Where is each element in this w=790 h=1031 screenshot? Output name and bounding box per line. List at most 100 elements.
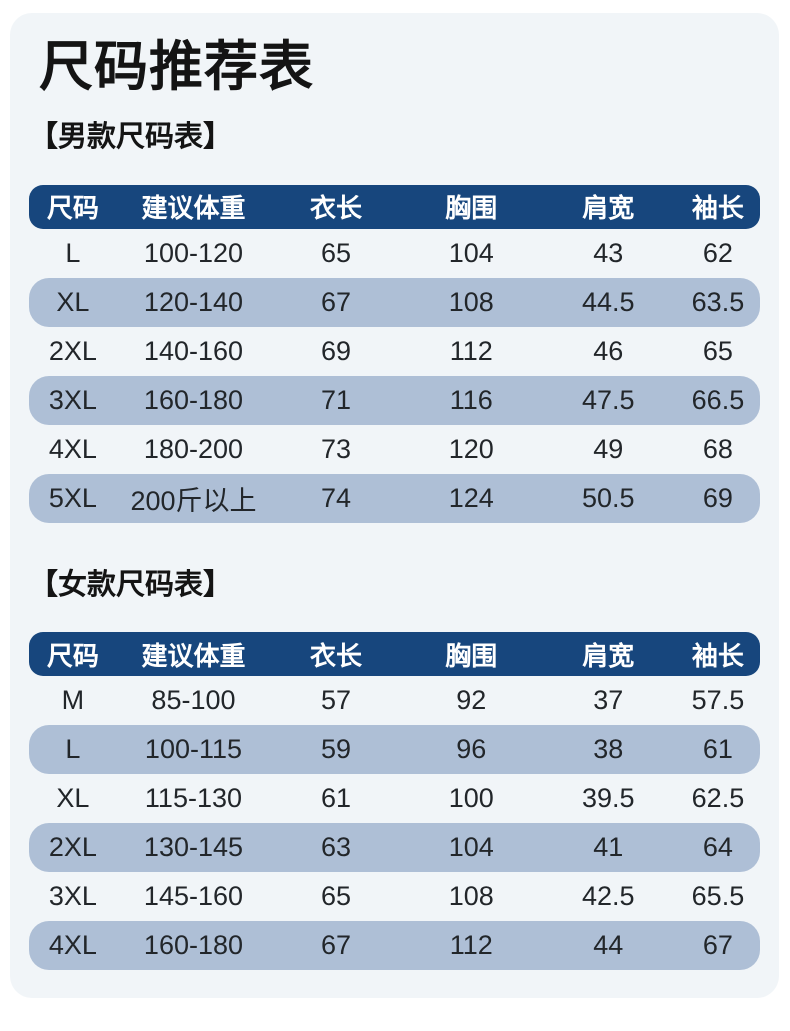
table-cell: 145-160 bbox=[143, 881, 244, 912]
column-header: 衣长 bbox=[310, 640, 363, 671]
table-cell: 96 bbox=[456, 734, 487, 765]
table-cell: 130-145 bbox=[143, 832, 244, 863]
table-cell: 2XL bbox=[48, 832, 97, 863]
table-cell: 4XL bbox=[48, 930, 97, 961]
table-cell: 69 bbox=[702, 482, 733, 513]
table-cell: 104 bbox=[448, 237, 494, 268]
column-header: 建议体重 bbox=[141, 640, 246, 671]
size-chart-card: 尺码推荐表 【男款尺码表】 尺码 建议体重 衣长 胸围 肩宽 袖长 L 100-120 65 1… bbox=[10, 13, 779, 998]
column-header: 袖长 bbox=[691, 640, 744, 671]
table-cell: 85-100 bbox=[151, 685, 236, 716]
table-cell: 63 bbox=[320, 832, 352, 863]
table-row: 3XL 160-180 71 116 47.5 66.5 bbox=[29, 375, 760, 425]
table-cell: 62 bbox=[702, 237, 733, 268]
table-cell: 69 bbox=[320, 335, 352, 366]
table-cell: 140-160 bbox=[143, 335, 244, 366]
table-cell: 112 bbox=[449, 335, 493, 366]
table-cell: 62.5 bbox=[691, 783, 745, 814]
table-cell: 3XL bbox=[48, 384, 97, 415]
mens-size-table: 【男款尺码表】 尺码 建议体重 衣长 胸围 肩宽 袖长 L 100-120 65 104 43 62… bbox=[29, 121, 760, 523]
table-cell: 44 bbox=[593, 930, 624, 961]
table-cell: XL bbox=[56, 286, 90, 317]
table-cell: 100-115 bbox=[144, 734, 243, 765]
table-row: 4XL 160-180 67 112 44 67 bbox=[29, 921, 760, 971]
table-row: XL 120-140 67 108 44.5 63.5 bbox=[29, 277, 760, 327]
table-cell: 100 bbox=[448, 783, 494, 814]
table-cell: 120-140 bbox=[143, 286, 244, 317]
table-cell: 104 bbox=[448, 832, 494, 863]
table-cell: 42.5 bbox=[582, 881, 635, 912]
table-header-row: 尺码 建议体重 衣长 胸围 肩宽 袖长 bbox=[29, 632, 760, 677]
womens-size-table: 【女款尺码表】 尺码 建议体重 衣长 胸围 肩宽 袖长 M 85-100 57 92 37 57.5… bbox=[29, 568, 760, 971]
table-cell: 71 bbox=[320, 384, 352, 415]
table-cell: 108 bbox=[448, 286, 494, 317]
table-cell: 92 bbox=[456, 685, 487, 716]
womens-table-title: 【女款尺码表】 bbox=[29, 568, 233, 601]
table-cell: 61 bbox=[320, 783, 352, 814]
mens-table-title: 【男款尺码表】 bbox=[29, 121, 233, 154]
column-header: 尺码 bbox=[46, 193, 99, 224]
table-cell: 65.5 bbox=[691, 881, 745, 912]
table-cell: 46 bbox=[593, 335, 624, 366]
table-cell: L bbox=[65, 734, 81, 765]
table-cell: 57.5 bbox=[691, 685, 745, 716]
table-cell: 108 bbox=[448, 881, 494, 912]
table-cell: 116 bbox=[449, 384, 493, 415]
table-cell: 115-130 bbox=[144, 783, 243, 814]
table-cell: 50.5 bbox=[582, 482, 635, 513]
table-cell: 73 bbox=[320, 433, 352, 464]
table-row: 5XL 200斤以上 74 124 50.5 69 bbox=[29, 473, 760, 523]
table-cell: 67 bbox=[320, 930, 352, 961]
table-cell: 67 bbox=[702, 930, 733, 961]
table-cell: 66.5 bbox=[691, 384, 745, 415]
table-cell: 63.5 bbox=[691, 286, 745, 317]
table-cell: 37 bbox=[593, 685, 624, 716]
table-cell: 49 bbox=[593, 433, 624, 464]
table-cell: 3XL bbox=[48, 881, 97, 912]
table-row: XL 115-130 61 100 39.5 62.5 bbox=[29, 774, 760, 823]
table-cell: 74 bbox=[320, 482, 352, 513]
table-cell: 61 bbox=[702, 734, 733, 765]
table-cell: 44.5 bbox=[582, 286, 635, 317]
table-cell: 160-180 bbox=[143, 930, 244, 961]
column-header: 胸围 bbox=[445, 640, 498, 671]
column-header: 建议体重 bbox=[141, 193, 246, 224]
table-cell: 120 bbox=[448, 433, 494, 464]
table-row: 2XL 140-160 69 112 46 65 bbox=[29, 327, 760, 376]
table-cell: 41 bbox=[593, 832, 624, 863]
table-body: M 85-100 57 92 37 57.5 L 100-115 59 96 38 61 XL 115-1… bbox=[29, 676, 760, 971]
column-header: 衣长 bbox=[310, 193, 363, 224]
table-cell: 65 bbox=[320, 237, 352, 268]
table-cell: 5XL bbox=[48, 482, 97, 513]
table-row: L 100-120 65 104 43 62 bbox=[29, 229, 760, 278]
table-row: 2XL 130-145 63 104 41 64 bbox=[29, 823, 760, 873]
table-cell: 43 bbox=[593, 237, 624, 268]
column-header: 袖长 bbox=[691, 193, 744, 224]
table-cell: 39.5 bbox=[582, 783, 635, 814]
table-cell: 124 bbox=[448, 482, 494, 513]
table-cell: 59 bbox=[320, 734, 352, 765]
table-cell: L bbox=[65, 237, 81, 268]
table-body: L 100-120 65 104 43 62 XL 120-140 67 108 44.5 63.5 2… bbox=[29, 229, 760, 523]
table-row: L 100-115 59 96 38 61 bbox=[29, 725, 760, 775]
table-cell: 57 bbox=[320, 685, 352, 716]
table-cell: 67 bbox=[320, 286, 352, 317]
page-title: 尺码推荐表 bbox=[39, 37, 314, 97]
column-header: 胸围 bbox=[445, 193, 498, 224]
table-cell: 47.5 bbox=[582, 384, 635, 415]
table-cell: M bbox=[61, 685, 85, 716]
table-cell: 68 bbox=[702, 433, 733, 464]
column-header: 肩宽 bbox=[582, 640, 635, 671]
table-cell: 112 bbox=[449, 930, 493, 961]
table-cell: 180-200 bbox=[143, 433, 244, 464]
table-cell: 160-180 bbox=[143, 384, 244, 415]
table-row: 4XL 180-200 73 120 49 68 bbox=[29, 425, 760, 474]
column-header: 尺码 bbox=[46, 640, 99, 671]
table-cell: 100-120 bbox=[143, 237, 244, 268]
table-cell: 4XL bbox=[48, 433, 97, 464]
table-cell: XL bbox=[56, 783, 90, 814]
table-cell: 38 bbox=[593, 734, 624, 765]
table-header-row: 尺码 建议体重 衣长 胸围 肩宽 袖长 bbox=[29, 184, 760, 229]
column-header: 肩宽 bbox=[582, 193, 635, 224]
